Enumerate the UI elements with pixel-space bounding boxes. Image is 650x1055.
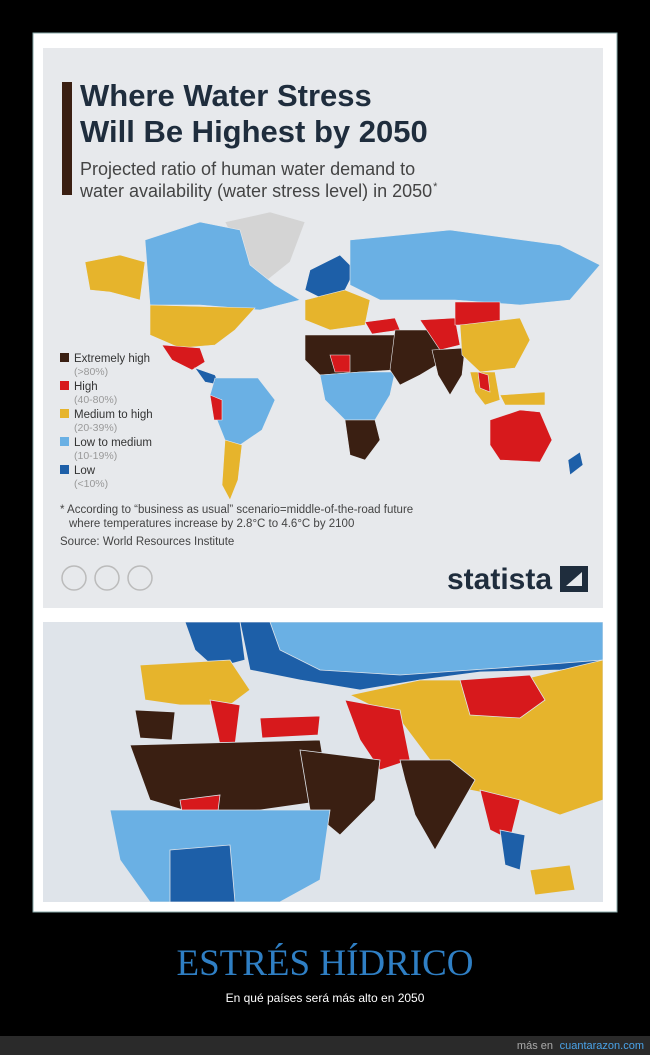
- legend-range: (40-80%): [74, 394, 117, 406]
- title-bar: [62, 82, 72, 195]
- footnote: * According to “business as usual” scena…: [60, 504, 413, 516]
- caption-subtitle: En qué países será más alto en 2050: [226, 991, 425, 1005]
- footnote: where temperatures increase by 2.8°C to …: [68, 518, 354, 530]
- subtitle-mark: *: [433, 181, 438, 193]
- zoomed-map: [43, 622, 603, 902]
- legend-label: Extremely high: [74, 353, 150, 365]
- source: Source: World Resources Institute: [60, 536, 234, 548]
- legend-range: (<10%): [74, 478, 108, 490]
- brand-logo: [560, 566, 588, 592]
- legend-label: Low to medium: [74, 437, 152, 449]
- legend-swatch: [60, 381, 69, 390]
- footer-link[interactable]: cuantarazon.com: [560, 1040, 644, 1052]
- footer-prefix: más en: [517, 1040, 553, 1052]
- subtitle: Projected ratio of human water demand to: [80, 159, 415, 179]
- caption-title: ESTRÉS HÍDRICO: [176, 942, 473, 984]
- footer-bar: [0, 1036, 650, 1055]
- brand: statista: [447, 563, 552, 596]
- world-map: [84, 211, 601, 501]
- title: Will Be Highest by 2050: [80, 114, 428, 149]
- legend-swatch: [60, 409, 69, 418]
- legend-label: High: [74, 381, 98, 393]
- legend-range: (20-39%): [74, 422, 117, 434]
- subtitle: water availability (water stress level) …: [79, 181, 432, 201]
- title: Where Water Stress: [80, 78, 372, 113]
- legend-range: (>80%): [74, 366, 108, 378]
- license-icons: [61, 565, 153, 591]
- legend-swatch: [60, 353, 69, 362]
- legend-swatch: [60, 465, 69, 474]
- legend-label: Low: [74, 465, 96, 477]
- legend-range: (10-19%): [74, 450, 117, 462]
- legend-swatch: [60, 437, 69, 446]
- legend: Extremely high(>80%) High(40-80%) Medium t…: [60, 353, 153, 490]
- legend-label: Medium to high: [74, 409, 153, 421]
